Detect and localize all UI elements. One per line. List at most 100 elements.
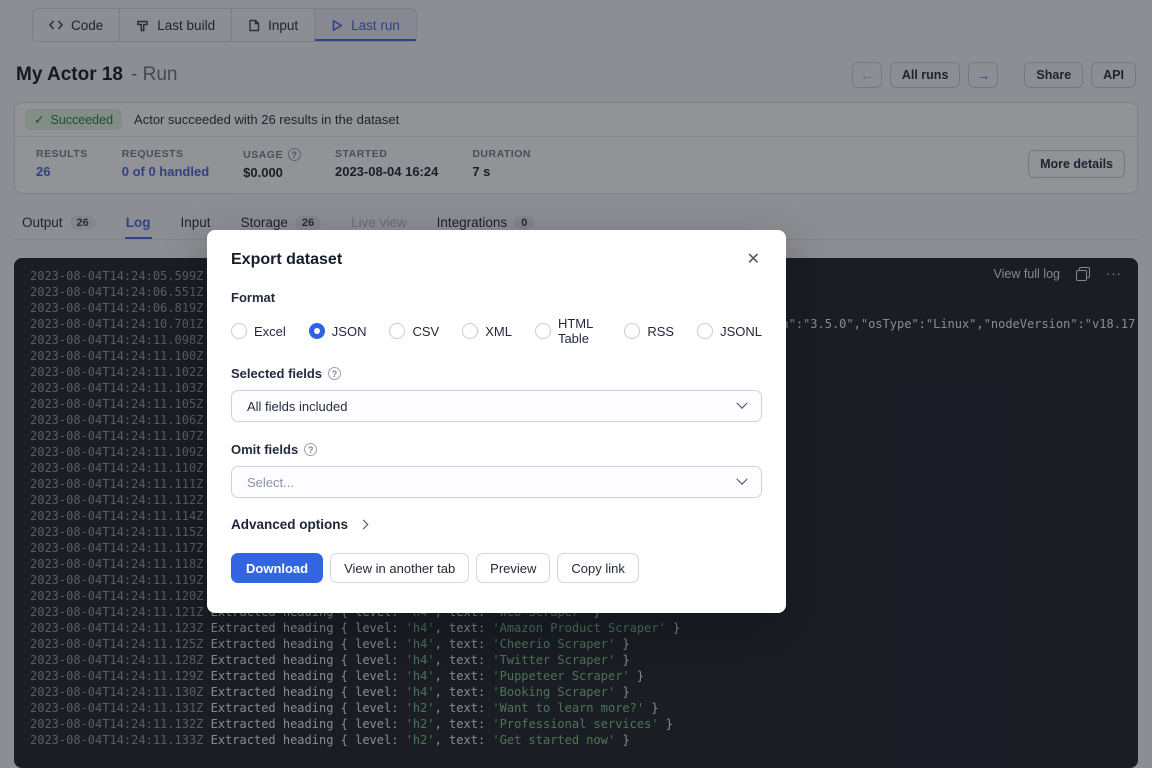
radio-html-table[interactable]: HTML Table	[534, 316, 601, 346]
more-details-button[interactable]: More details	[1028, 150, 1125, 178]
radio-dot	[462, 323, 479, 339]
selected-fields-value: All fields included	[247, 398, 348, 414]
radio-label: HTML Table	[557, 316, 593, 346]
stat-started: STARTED 2023-08-04 16:24	[335, 148, 438, 179]
advanced-options-label: Advanced options	[231, 517, 349, 532]
log-line: 2023-08-04T14:24:11.132Z Extracted headi…	[30, 717, 674, 731]
top-toolbar: Code Last build Input Last run	[0, 0, 1152, 42]
check-icon: ✓	[34, 113, 45, 127]
stat-usage: USAGE? $0.000	[243, 148, 301, 180]
radio-dot	[697, 323, 714, 339]
view-full-log-link[interactable]: View full log	[993, 267, 1060, 281]
stat-started-value: 2023-08-04 16:24	[334, 164, 439, 179]
preview-button[interactable]: Preview	[476, 553, 551, 583]
tab-label: Log	[125, 215, 151, 230]
radio-json[interactable]: JSON	[308, 316, 367, 346]
stat-requests: REQUESTS 0 of 0 handled	[122, 148, 209, 179]
stat-duration-value: 7 s	[472, 164, 491, 179]
help-icon[interactable]: ?	[287, 148, 301, 161]
download-button[interactable]: Download	[231, 553, 324, 583]
radio-dot	[534, 323, 551, 339]
tab-code[interactable]: Code	[33, 9, 121, 41]
radio-label: CSV	[412, 323, 440, 339]
chevron-down-icon	[736, 397, 748, 409]
page-subtitle: - Run	[131, 64, 178, 85]
page-header: My Actor 18 - Run ← All runs → Share API	[16, 62, 1136, 88]
radio-label: XML	[485, 323, 512, 339]
log-line: 2023-08-04T14:24:11.129Z Extracted headi…	[30, 669, 645, 683]
radio-dot-selected	[308, 323, 325, 339]
advanced-options-toggle[interactable]: Advanced options	[231, 517, 762, 532]
view-in-another-tab-button[interactable]: View in another tab	[330, 553, 470, 583]
tab-label: Last build	[157, 17, 216, 33]
export-dataset-modal: Export dataset ✕ Format Excel JSON CSV X…	[207, 230, 786, 613]
close-icon[interactable]: ✕	[746, 251, 760, 268]
log-line: 2023-08-04T14:24:11.133Z Extracted headi…	[30, 733, 630, 747]
radio-jsonl[interactable]: JSONL	[697, 316, 762, 346]
stat-requests-value[interactable]: 0 of 0 handled	[121, 164, 210, 179]
tab-label: Storage	[240, 215, 288, 230]
ellipsis-menu-icon[interactable]: ···	[1106, 266, 1122, 281]
tab-storage[interactable]: Storage 26	[240, 210, 323, 239]
tab-label: Input	[268, 17, 299, 33]
arrow-left-icon: ←	[859, 67, 874, 83]
omit-fields-label: Omit fields	[231, 442, 299, 457]
play-icon	[332, 19, 343, 31]
status-message: Actor succeeded with 26 results in the d…	[134, 112, 400, 127]
modal-title: Export dataset	[231, 251, 343, 268]
stat-usage-value: $0.000	[243, 165, 283, 180]
stat-label: USAGE	[243, 148, 283, 161]
tab-label: Input	[180, 215, 211, 230]
help-icon[interactable]: ?	[328, 367, 342, 380]
share-button[interactable]: Share	[1024, 62, 1084, 88]
format-label: Format	[231, 290, 276, 305]
radio-csv[interactable]: CSV	[389, 316, 439, 346]
file-icon	[249, 19, 260, 31]
stat-duration: DURATION 7 s	[472, 148, 531, 179]
chevron-right-icon	[358, 519, 369, 530]
tab-last-run[interactable]: Last run	[315, 9, 416, 41]
stat-results: RESULTS 26	[36, 148, 88, 179]
help-icon[interactable]: ?	[304, 443, 318, 456]
tab-last-build[interactable]: Last build	[120, 9, 233, 41]
hammer-icon	[137, 20, 149, 31]
omit-fields-placeholder: Select...	[247, 474, 294, 490]
next-run-button[interactable]: →	[968, 62, 999, 88]
count-badge: 26	[294, 215, 322, 230]
stat-label: DURATION	[472, 148, 531, 160]
copy-icon[interactable]	[1076, 267, 1090, 281]
tab-integrations[interactable]: Integrations 0	[436, 210, 536, 239]
prev-run-button[interactable]: ←	[851, 62, 882, 88]
status-badge-label: Succeeded	[50, 112, 114, 127]
tab-log[interactable]: Log	[125, 210, 152, 239]
stat-results-value[interactable]: 26	[36, 164, 51, 179]
log-line: 2023-08-04T14:24:11.128Z Extracted headi…	[30, 653, 630, 667]
api-button[interactable]: API	[1091, 62, 1136, 88]
radio-label: RSS	[647, 323, 675, 339]
radio-rss[interactable]: RSS	[624, 316, 674, 346]
count-badge: 26	[69, 215, 96, 230]
tab-label: Code	[71, 17, 104, 33]
radio-dot	[231, 323, 247, 339]
radio-label: JSON	[331, 323, 367, 339]
radio-xml[interactable]: XML	[462, 316, 512, 346]
tab-label: Integrations	[436, 215, 508, 230]
arrow-right-icon: →	[976, 67, 991, 83]
tab-run-input[interactable]: Input	[180, 210, 212, 239]
actor-tabstrip: Code Last build Input Last run	[32, 8, 417, 42]
selected-fields-select[interactable]: All fields included	[231, 390, 762, 422]
tab-input[interactable]: Input	[232, 9, 316, 41]
radio-excel[interactable]: Excel	[231, 316, 286, 346]
selected-fields-label: Selected fields	[231, 366, 323, 381]
tab-output[interactable]: Output 26	[21, 210, 97, 239]
all-runs-button[interactable]: All runs	[889, 62, 961, 88]
radio-dot	[389, 323, 406, 339]
radio-label: Excel	[254, 323, 286, 339]
status-badge: ✓ Succeeded	[25, 109, 123, 130]
log-line: 2023-08-04T14:24:11.131Z Extracted headi…	[30, 701, 659, 715]
format-radio-group: Excel JSON CSV XML HTML Table RSS JSONL	[231, 316, 762, 346]
run-status-card: ✓ Succeeded Actor succeeded with 26 resu…	[14, 102, 1138, 194]
copy-link-button[interactable]: Copy link	[557, 553, 639, 583]
omit-fields-select[interactable]: Select...	[231, 466, 762, 498]
stat-label: REQUESTS	[121, 148, 184, 160]
